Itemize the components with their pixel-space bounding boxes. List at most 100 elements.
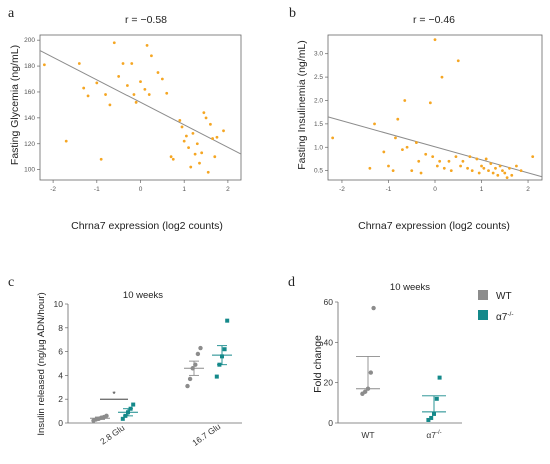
y-tick-label: 0 xyxy=(328,418,333,428)
data-point xyxy=(459,164,462,168)
data-point xyxy=(206,170,210,174)
data-point xyxy=(429,415,434,420)
data-point xyxy=(434,396,439,401)
data-point xyxy=(401,148,404,151)
data-point xyxy=(99,157,103,161)
x-tick-label: 2.8 Glu xyxy=(98,422,126,446)
data-point xyxy=(189,165,193,169)
data-point xyxy=(120,416,125,421)
legend-label-a7: α7-/- xyxy=(496,311,513,323)
data-point xyxy=(131,402,136,407)
chart-title-c: 10 weeks xyxy=(123,290,163,301)
data-point xyxy=(426,417,431,422)
data-point xyxy=(373,122,376,126)
data-point xyxy=(185,383,190,389)
correlation-label-a: r = −0.58 xyxy=(125,14,167,26)
x-tick-label: -2 xyxy=(339,186,345,193)
data-point xyxy=(117,75,121,78)
correlation-label-b: r = −0.46 xyxy=(413,14,455,26)
x-axis-label-a: Chrna7 expression (log2 counts) xyxy=(71,220,223,232)
y-axis-label-c: Insulin released (ng/µg ADN/hour) xyxy=(36,292,47,435)
data-point xyxy=(143,87,147,91)
data-point xyxy=(150,54,153,58)
data-point xyxy=(145,43,149,47)
data-point xyxy=(204,116,208,120)
data-point xyxy=(440,75,444,79)
data-point xyxy=(222,129,225,133)
plot-frame xyxy=(39,34,242,181)
data-point xyxy=(431,155,435,159)
data-point xyxy=(405,145,409,149)
y-tick-label: 60 xyxy=(324,297,334,307)
y-tick-label: 2 xyxy=(58,394,63,404)
x-tick-label: 0 xyxy=(139,186,143,193)
data-point xyxy=(180,125,184,129)
x-tick-label: 0 xyxy=(433,186,437,193)
x-tick-label: -1 xyxy=(94,186,100,193)
panel-letter-b: b xyxy=(289,6,296,21)
data-point xyxy=(531,155,535,159)
panel-c: c 10 weeks Insulin released (ng/µg ADN/h… xyxy=(8,275,242,448)
y-tick-label: 100 xyxy=(24,167,35,174)
y-tick-label: 140 xyxy=(24,115,35,122)
data-point xyxy=(394,136,397,140)
y-tick-label: 3.0 xyxy=(314,51,323,58)
data-point xyxy=(484,157,488,161)
data-point xyxy=(139,80,142,84)
y-tick-label: 200 xyxy=(24,37,35,44)
data-point xyxy=(104,413,109,419)
data-point xyxy=(519,169,523,173)
data-point xyxy=(428,101,432,105)
panel-b: b r = −0.46 Chrna7 expression (log2 coun… xyxy=(289,6,543,232)
data-point xyxy=(42,63,46,67)
data-point xyxy=(387,164,390,168)
data-point xyxy=(225,318,230,323)
data-point xyxy=(419,171,423,175)
legend-label-wt: WT xyxy=(496,291,512,302)
data-point xyxy=(193,152,197,156)
data-point xyxy=(187,146,190,150)
data-point xyxy=(191,131,195,135)
data-point xyxy=(515,164,518,168)
data-point xyxy=(435,164,439,168)
data-point xyxy=(198,161,201,165)
y-tick-label: 2.5 xyxy=(314,74,323,81)
data-point xyxy=(209,122,212,126)
data-point xyxy=(489,162,493,166)
data-point xyxy=(198,345,203,351)
data-point xyxy=(134,100,138,104)
data-point xyxy=(77,62,81,65)
y-tick-label: 10 xyxy=(54,299,64,309)
data-point xyxy=(160,77,164,81)
data-point xyxy=(454,155,458,159)
data-point xyxy=(456,59,460,63)
data-point xyxy=(391,169,395,173)
trend-line xyxy=(39,50,242,155)
x-tick-label: 2 xyxy=(526,186,530,193)
data-point xyxy=(213,155,217,159)
x-tick-label: WT xyxy=(361,430,374,440)
trend-line xyxy=(327,116,543,178)
panel-letter-c: c xyxy=(8,275,14,290)
data-point xyxy=(371,305,376,311)
data-point xyxy=(112,41,116,45)
data-point xyxy=(108,103,112,107)
data-point xyxy=(468,155,472,159)
data-point xyxy=(433,38,437,42)
data-point xyxy=(200,151,204,155)
data-point xyxy=(214,374,219,379)
data-point xyxy=(171,157,175,161)
y-tick-label: 0.5 xyxy=(314,168,323,175)
data-point xyxy=(461,159,465,163)
data-point xyxy=(202,111,206,115)
chart-title-d: 10 weeks xyxy=(390,282,430,293)
x-tick-label: 1 xyxy=(182,186,186,193)
data-point xyxy=(182,139,186,143)
data-point xyxy=(95,81,99,85)
data-point xyxy=(498,164,502,168)
data-point xyxy=(147,93,151,96)
data-point xyxy=(470,169,474,173)
legend-swatch-a7 xyxy=(478,310,488,320)
plot-frame xyxy=(327,34,543,181)
